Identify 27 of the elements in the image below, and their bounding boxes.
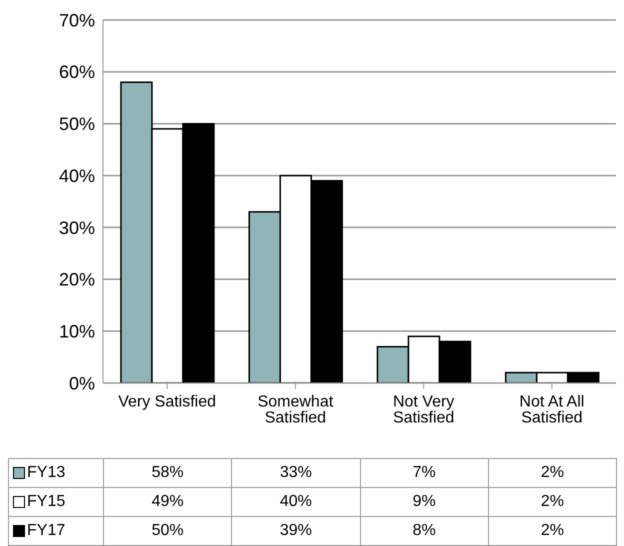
y-tick-label: 60% <box>58 62 95 82</box>
x-tick-label: Somewhat Satisfied <box>258 393 334 426</box>
data-label: 58% <box>104 458 232 488</box>
y-tick-label: 40% <box>58 166 95 186</box>
x-tick-label: Very Satisfied <box>118 393 216 410</box>
data-label: 2% <box>488 488 616 516</box>
data-label: 2% <box>488 516 616 546</box>
y-tick-label: 0% <box>68 373 95 394</box>
y-tick-label: 50% <box>58 114 95 134</box>
y-tick-label: 70% <box>58 10 95 30</box>
data-label: 7% <box>360 458 488 488</box>
x-tick-label: Not Very Satisfied <box>392 393 454 426</box>
data-label: 50% <box>104 516 232 546</box>
data-label: 9% <box>360 488 488 516</box>
data-label: 40% <box>232 488 360 516</box>
y-tick-label: 30% <box>58 218 95 238</box>
legend-label: FY13 <box>27 464 66 481</box>
data-label: 33% <box>232 458 360 488</box>
x-tick-label: Not At All Satisfied <box>519 393 584 426</box>
y-tick-label: 10% <box>58 322 95 342</box>
data-label: 39% <box>232 516 360 546</box>
data-label: 49% <box>104 488 232 516</box>
y-tick-label: 20% <box>58 270 95 290</box>
data-label: 2% <box>488 458 616 488</box>
legend-label: FY15 <box>27 493 66 510</box>
data-label: 8% <box>360 516 488 546</box>
legend-label: FY17 <box>27 522 66 539</box>
